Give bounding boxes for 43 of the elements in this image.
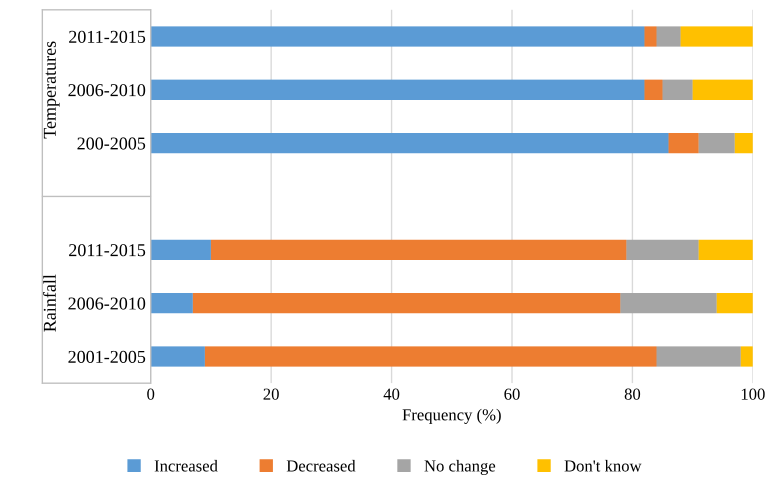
bar — [656, 346, 741, 367]
bar — [698, 240, 753, 260]
bar — [150, 240, 211, 260]
x-tick-label: 80 — [624, 388, 640, 400]
bar — [150, 346, 205, 367]
y-tick-label: 2011-2015 — [69, 244, 146, 256]
bar — [680, 26, 753, 47]
bar — [626, 240, 699, 260]
x-tick-label: 0 — [147, 388, 154, 400]
x-tick-label: 100 — [742, 388, 765, 400]
y-tick-label: 200-2005 — [77, 137, 146, 150]
x-tick-label: 40 — [384, 388, 400, 400]
legend-label: Decreased — [286, 460, 356, 472]
bar — [150, 26, 644, 47]
legend-label: Don't know — [564, 460, 642, 472]
bar — [656, 26, 681, 47]
bar — [150, 133, 669, 154]
bar — [662, 80, 693, 100]
bar — [698, 133, 735, 154]
bar — [716, 293, 753, 314]
bar — [740, 346, 753, 367]
y-tick-label: 2011-2015 — [69, 30, 146, 43]
bar — [692, 80, 753, 100]
bar — [644, 80, 663, 100]
x-axis-title: Frequency (%) — [402, 408, 501, 424]
bar — [150, 293, 193, 314]
bar — [620, 293, 717, 314]
bar — [150, 80, 644, 100]
legend-label: Increased — [154, 460, 218, 472]
y-tick-label: 2001-2005 — [68, 350, 146, 363]
bar — [210, 240, 626, 260]
bar — [668, 133, 699, 154]
y-tick-label: 2006-2010 — [68, 84, 146, 96]
bar — [644, 26, 657, 47]
text: Temperatures — [44, 41, 60, 138]
y-tick-label: 2006-2010 — [68, 297, 146, 310]
bar — [734, 133, 753, 154]
bar — [192, 293, 620, 314]
bar — [204, 346, 657, 367]
x-tick-label: 60 — [504, 388, 520, 400]
text: Rainfall — [43, 274, 56, 332]
legend-label: No change — [424, 460, 496, 475]
x-tick-label: 20 — [264, 388, 279, 400]
